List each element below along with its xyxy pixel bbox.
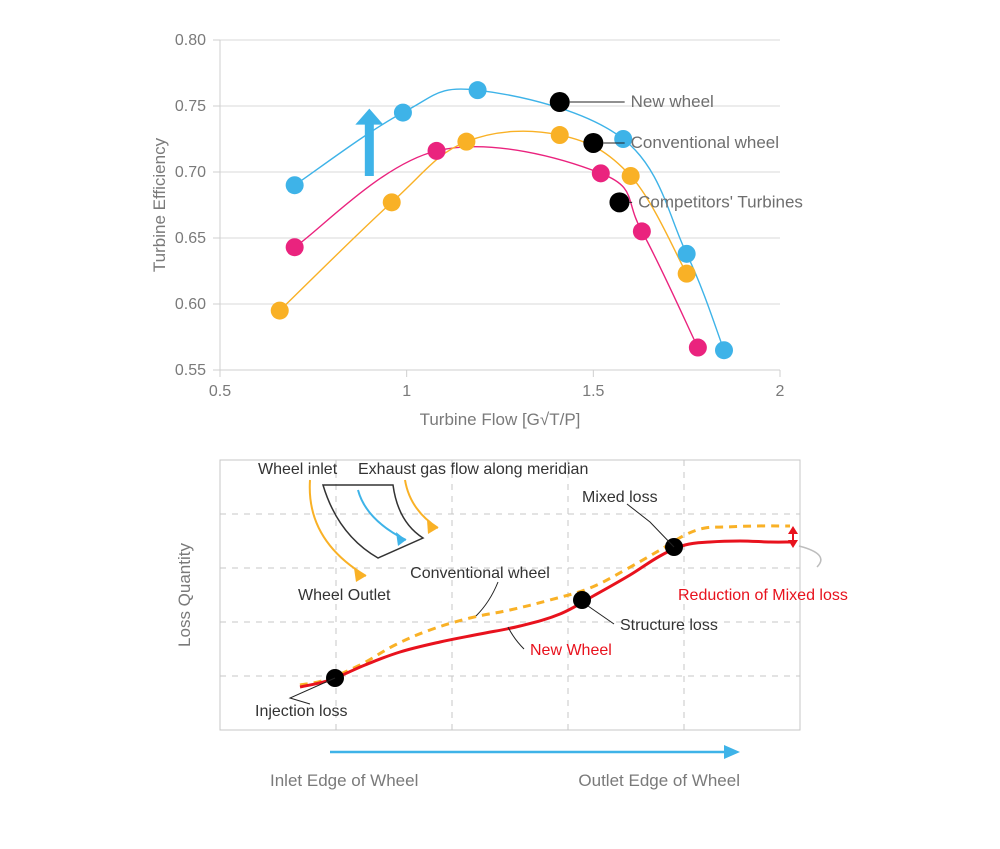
inset-flow-line [358, 490, 406, 540]
y-tick-label: 0.55 [175, 362, 206, 379]
series-marker-new_wheel [469, 81, 487, 99]
curve-label-conventional: Conventional wheel [410, 565, 550, 582]
series-marker-conventional [383, 193, 401, 211]
y-tick-label: 0.70 [175, 164, 206, 181]
y-tick-label: 0.75 [175, 98, 206, 115]
turbine-efficiency-chart: 0.5 1 1.5 2 0.55 0.60 0.65 0.70 0.75 0.80 Turbine … [150, 30, 850, 430]
series-marker-conventional [271, 302, 289, 320]
series-marker-new_wheel [715, 341, 733, 359]
inset-label-flow: Exhaust gas flow along meridian [358, 461, 588, 478]
x-label-left: Inlet Edge of Wheel [270, 771, 418, 790]
leader-conventional [476, 582, 498, 616]
series-marker-competitor [633, 222, 651, 240]
legend-label: Competitors' Turbines [638, 192, 803, 211]
series-line-conventional [280, 131, 687, 310]
legend-marker [550, 92, 570, 112]
legend-marker [609, 192, 629, 212]
series-marker-competitor [286, 238, 304, 256]
inset-label-outlet: Wheel Outlet [298, 587, 391, 604]
series-marker-competitor [428, 142, 446, 160]
series-marker-conventional [551, 126, 569, 144]
x-axis-title: Turbine Flow [G√T/P] [420, 410, 581, 429]
series-marker-conventional [457, 133, 475, 151]
inset-outer-arrow [405, 480, 438, 528]
x-label-right: Outlet Edge of Wheel [578, 771, 740, 790]
inset-outer-arrowhead-icon [354, 568, 366, 582]
series-marker-conventional [622, 167, 640, 185]
y-axis-title: Loss Quantity [175, 543, 194, 647]
series-marker-conventional [678, 265, 696, 283]
inset-outer-arrowhead-icon [427, 520, 438, 534]
loss-marker-label: Mixed loss [582, 489, 658, 506]
curve-label-new-wheel: New Wheel [530, 642, 612, 659]
series-marker-competitor [592, 164, 610, 182]
inset-flow-arrowhead-icon [396, 532, 406, 546]
series-marker-new_wheel [394, 104, 412, 122]
loss-marker-label: Structure loss [620, 617, 718, 634]
x-tick-label: 1.5 [582, 383, 604, 400]
x-tick-label: 2 [776, 383, 785, 400]
wheel-inset-diagram: Wheel inlet Exhaust gas flow along meridi… [258, 461, 588, 604]
inset-label-inlet: Wheel inlet [258, 461, 338, 478]
legend-label: New wheel [631, 92, 714, 111]
series-line-new-wheel [300, 541, 790, 687]
series-marker-competitor [689, 339, 707, 357]
y-axis-title: Turbine Efficiency [150, 137, 169, 272]
leader-new-wheel [508, 627, 524, 649]
loss-marker-label: Injection loss [255, 703, 348, 720]
improvement-arrow-icon [355, 109, 383, 176]
y-tick-label: 0.60 [175, 296, 206, 313]
inset-outer-arrow [310, 480, 366, 576]
reduction-connector [799, 546, 821, 567]
leader-line [588, 606, 614, 624]
series-marker-new_wheel [614, 130, 632, 148]
series-marker-new_wheel [286, 176, 304, 194]
y-tick-label: 0.65 [175, 230, 206, 247]
reduction-arrow-icon [788, 526, 798, 548]
x-direction-arrowhead-icon [724, 745, 740, 759]
leader-line [627, 504, 674, 547]
legend-marker [583, 133, 603, 153]
loss-quantity-chart: Loss Quantity Conventional wheel New Wheel… [150, 450, 850, 820]
x-tick-label: 0.5 [209, 383, 231, 400]
x-tick-label: 1 [402, 383, 411, 400]
series-marker-new_wheel [678, 245, 696, 263]
legend-label: Conventional wheel [631, 133, 779, 152]
page: 0.5 1 1.5 2 0.55 0.60 0.65 0.70 0.75 0.80 Turbine … [0, 0, 1000, 849]
y-tick-label: 0.80 [175, 32, 206, 49]
reduction-label: Reduction of Mixed loss [678, 587, 848, 604]
inset-outline [323, 485, 423, 558]
